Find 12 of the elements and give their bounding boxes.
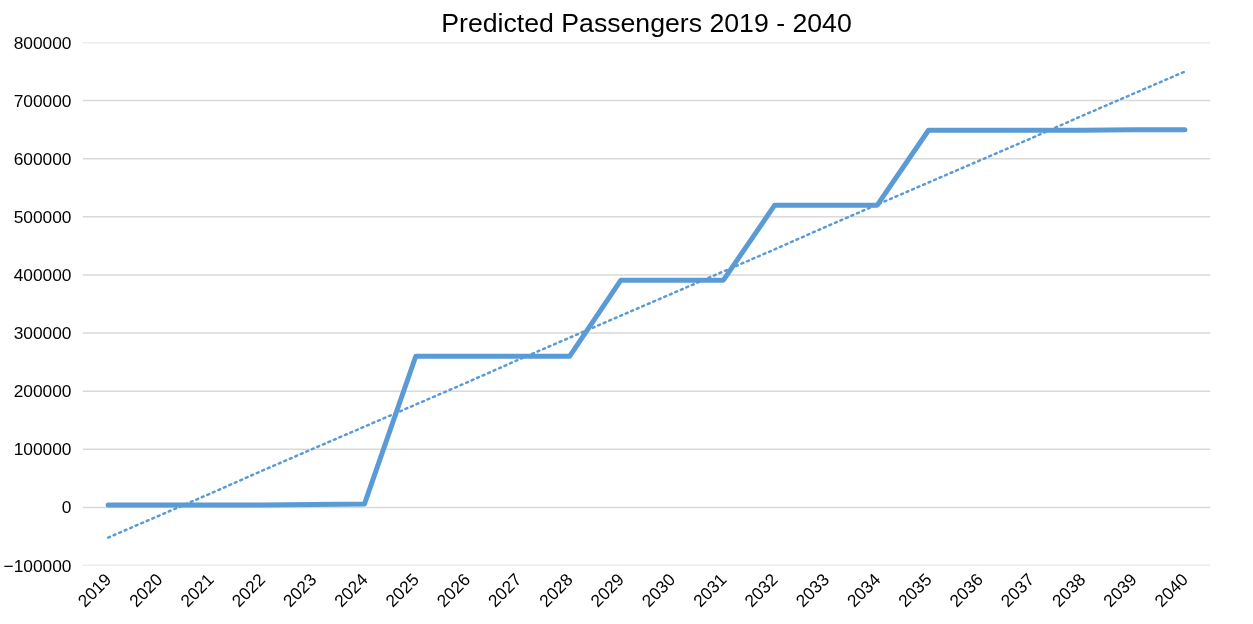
- y-tick-label: 800000: [13, 32, 72, 53]
- y-tick-label: 100000: [13, 439, 72, 460]
- y-tick-label: 500000: [13, 206, 72, 227]
- line-series: [106, 70, 1187, 539]
- y-tick-label: 400000: [13, 264, 72, 285]
- y-tick-label: 0: [61, 497, 72, 518]
- y-tick-label: 200000: [13, 381, 72, 402]
- y-tick-label: −100000: [3, 555, 72, 576]
- y-tick-label: 700000: [13, 90, 72, 111]
- y-tick-label: 300000: [13, 323, 72, 344]
- y-tick-label: 600000: [13, 148, 72, 169]
- chart-title: Predicted Passengers 2019 - 2040: [441, 7, 852, 38]
